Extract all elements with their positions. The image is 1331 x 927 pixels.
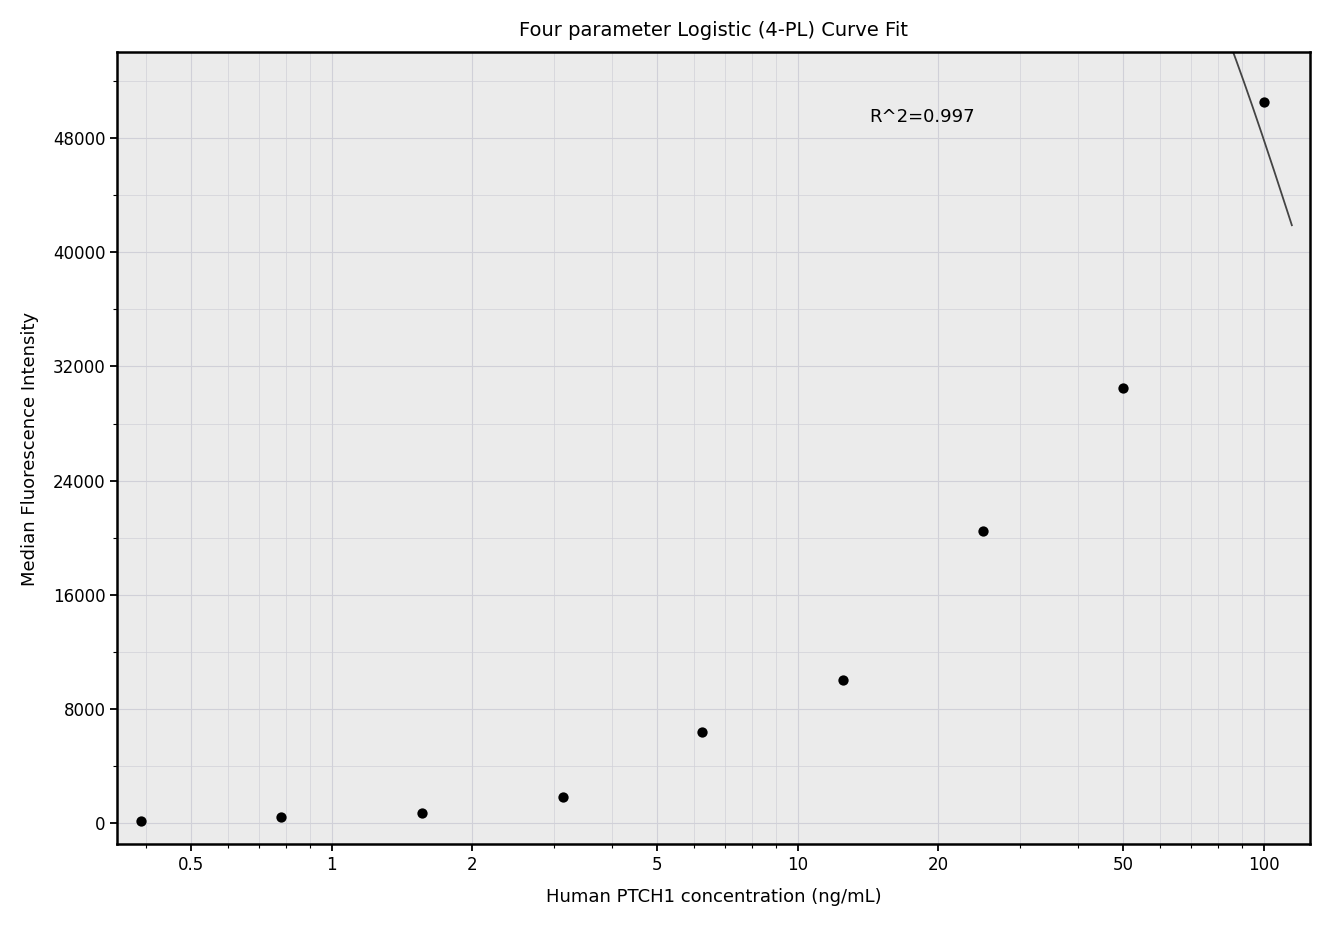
Point — [1252, 95, 1274, 110]
Text: R^2=0.997: R^2=0.997 — [869, 108, 974, 126]
Y-axis label: Median Fluorescence Intensity: Median Fluorescence Intensity — [21, 311, 39, 586]
Point — [411, 806, 433, 820]
Point — [130, 814, 152, 829]
X-axis label: Human PTCH1 concentration (ng/mL): Human PTCH1 concentration (ng/mL) — [546, 888, 881, 907]
Title: Four parameter Logistic (4-PL) Curve Fit: Four parameter Logistic (4-PL) Curve Fit — [519, 20, 908, 40]
Point — [1113, 380, 1134, 395]
Point — [973, 523, 994, 538]
Point — [270, 810, 291, 825]
Point — [832, 673, 853, 688]
Point — [552, 790, 574, 805]
Point — [692, 724, 713, 739]
